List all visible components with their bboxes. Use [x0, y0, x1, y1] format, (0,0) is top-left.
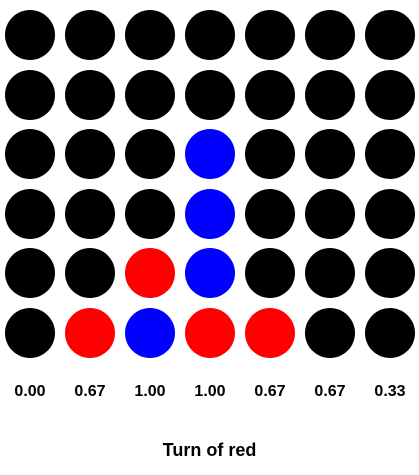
- empty-slot[interactable]: [365, 129, 415, 179]
- empty-slot[interactable]: [245, 69, 295, 120]
- empty-slot[interactable]: [5, 10, 55, 60]
- empty-slot[interactable]: [5, 129, 55, 179]
- empty-slot[interactable]: [305, 10, 355, 60]
- column-score-1: 0.00: [14, 383, 46, 400]
- red-piece[interactable]: [65, 307, 115, 358]
- empty-slot[interactable]: [305, 307, 355, 358]
- blue-piece[interactable]: [185, 188, 235, 239]
- column-score-6: 0.67: [314, 383, 346, 400]
- red-piece[interactable]: [125, 248, 175, 298]
- column-score-7: 0.33: [374, 383, 406, 400]
- empty-slot[interactable]: [305, 129, 355, 179]
- empty-slot[interactable]: [125, 188, 175, 239]
- empty-slot[interactable]: [185, 69, 235, 120]
- empty-slot[interactable]: [365, 188, 415, 239]
- empty-slot[interactable]: [245, 188, 295, 239]
- empty-slot[interactable]: [125, 10, 175, 60]
- empty-slot[interactable]: [185, 10, 235, 60]
- empty-slot[interactable]: [5, 69, 55, 120]
- empty-slot[interactable]: [245, 129, 295, 179]
- red-piece[interactable]: [185, 307, 235, 358]
- empty-slot[interactable]: [305, 188, 355, 239]
- column-score-4: 1.00: [194, 383, 226, 400]
- empty-slot[interactable]: [65, 188, 115, 239]
- column-score-5: 0.67: [254, 383, 286, 400]
- empty-slot[interactable]: [245, 248, 295, 298]
- blue-piece[interactable]: [185, 129, 235, 179]
- empty-slot[interactable]: [65, 129, 115, 179]
- blue-piece[interactable]: [185, 248, 235, 298]
- column-score-3: 1.00: [134, 383, 166, 400]
- red-piece[interactable]: [245, 307, 295, 358]
- empty-slot[interactable]: [65, 69, 115, 120]
- empty-slot[interactable]: [365, 10, 415, 60]
- empty-slot[interactable]: [365, 307, 415, 358]
- empty-slot[interactable]: [5, 188, 55, 239]
- blue-piece[interactable]: [125, 307, 175, 358]
- empty-slot[interactable]: [125, 69, 175, 120]
- column-scores: 0.00 0.67 1.00 1.00 0.67 0.67 0.33: [0, 380, 419, 404]
- empty-slot[interactable]: [65, 248, 115, 298]
- empty-slot[interactable]: [125, 129, 175, 179]
- empty-slot[interactable]: [365, 69, 415, 120]
- empty-slot[interactable]: [5, 307, 55, 358]
- column-score-2: 0.67: [74, 383, 106, 400]
- empty-slot[interactable]: [245, 10, 295, 60]
- empty-slot[interactable]: [305, 69, 355, 120]
- turn-status: Turn of red: [162, 440, 257, 460]
- empty-slot[interactable]: [5, 248, 55, 298]
- game-board: [5, 10, 415, 358]
- empty-slot[interactable]: [65, 10, 115, 60]
- empty-slot[interactable]: [365, 248, 415, 298]
- empty-slot[interactable]: [305, 248, 355, 298]
